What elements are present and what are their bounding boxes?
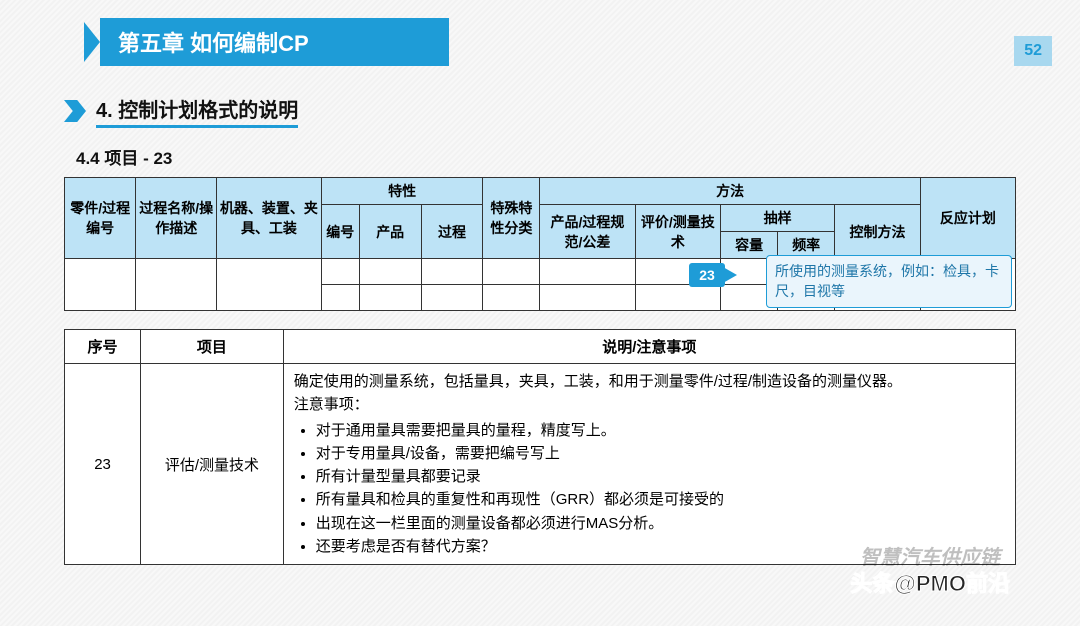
col-reaction: 反应计划	[920, 178, 1015, 259]
col-part-no: 零件/过程编号	[65, 178, 136, 259]
col-control: 控制方法	[835, 205, 921, 259]
chevron-icon	[84, 22, 100, 62]
chapter-title-bar: 第五章 如何编制CP	[0, 18, 1080, 66]
col-machine: 机器、装置、夹具、工装	[217, 178, 322, 259]
col-char-process: 过程	[421, 205, 483, 259]
list-item: 所有计量型量具都要记录	[316, 465, 1005, 488]
list-item: 所有量具和检具的重复性和再现性（GRR）都必须是可接受的	[316, 488, 1005, 511]
section-header: 4. 控制计划格式的说明	[64, 94, 1080, 128]
description-table: 序号 项目 说明/注意事项 23 评估/测量技术 确定使用的测量系统，包括量具，…	[64, 329, 1016, 565]
col-char-no: 编号	[321, 205, 359, 259]
col-char-product: 产品	[359, 205, 421, 259]
col-method: 方法	[540, 178, 920, 205]
col-eval-tech: 评价/测量技术	[635, 205, 721, 259]
subsection-title: 4.4 项目 - 23	[76, 144, 1080, 169]
page-number: 52	[1014, 36, 1052, 66]
list-item: 出现在这一栏里面的测量设备都必须进行MAS分析。	[316, 512, 1005, 535]
desc-note-label: 注意事项：	[294, 393, 1005, 416]
desc-head-no: 序号	[65, 330, 141, 364]
table-row: 23 评估/测量技术 确定使用的测量系统，包括量具，夹具，工装，和用于测量零件/…	[65, 364, 1016, 565]
chapter-title: 第五章 如何编制CP	[100, 18, 449, 66]
list-item: 对于通用量具需要把量具的量程，精度写上。	[316, 419, 1005, 442]
desc-intro: 确定使用的测量系统，包括量具，夹具，工装，和用于测量零件/过程/制造设备的测量仪…	[294, 370, 1005, 393]
desc-notes: 确定使用的测量系统，包括量具，夹具，工装，和用于测量零件/过程/制造设备的测量仪…	[283, 364, 1015, 565]
col-characteristic: 特性	[321, 178, 483, 205]
desc-bullet-list: 对于通用量具需要把量具的量程，精度写上。 对于专用量具/设备，需要把编号写上 所…	[316, 419, 1005, 559]
list-item: 对于专用量具/设备，需要把编号写上	[316, 442, 1005, 465]
desc-no: 23	[65, 364, 141, 565]
arrow-icon	[64, 100, 86, 122]
desc-head-notes: 说明/注意事项	[283, 330, 1015, 364]
col-special-class: 特殊特性分类	[483, 178, 540, 259]
callout-box: 所使用的测量系统，例如：检具，卡尺，目视等	[766, 255, 1012, 308]
col-spec: 产品/过程规范/公差	[540, 205, 635, 259]
desc-head-item: 项目	[141, 330, 284, 364]
desc-item: 评估/测量技术	[141, 364, 284, 565]
section-title: 4. 控制计划格式的说明	[96, 94, 298, 128]
callout-badge: 23	[689, 263, 725, 287]
watermark-pmo: 头条@PMO前沿	[850, 566, 1010, 598]
col-process-name: 过程名称/操作描述	[136, 178, 217, 259]
col-sampling: 抽样	[721, 205, 835, 232]
